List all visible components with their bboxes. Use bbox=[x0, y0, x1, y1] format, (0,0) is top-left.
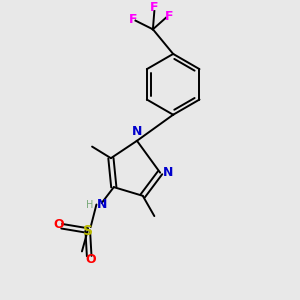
Text: H: H bbox=[85, 200, 93, 209]
Text: F: F bbox=[165, 10, 173, 23]
Text: S: S bbox=[83, 224, 93, 238]
Text: N: N bbox=[163, 166, 173, 179]
Text: O: O bbox=[85, 253, 96, 266]
Text: N: N bbox=[132, 125, 142, 138]
Text: F: F bbox=[150, 1, 159, 14]
Text: O: O bbox=[53, 218, 64, 231]
Text: F: F bbox=[128, 13, 137, 26]
Text: N: N bbox=[96, 198, 107, 211]
